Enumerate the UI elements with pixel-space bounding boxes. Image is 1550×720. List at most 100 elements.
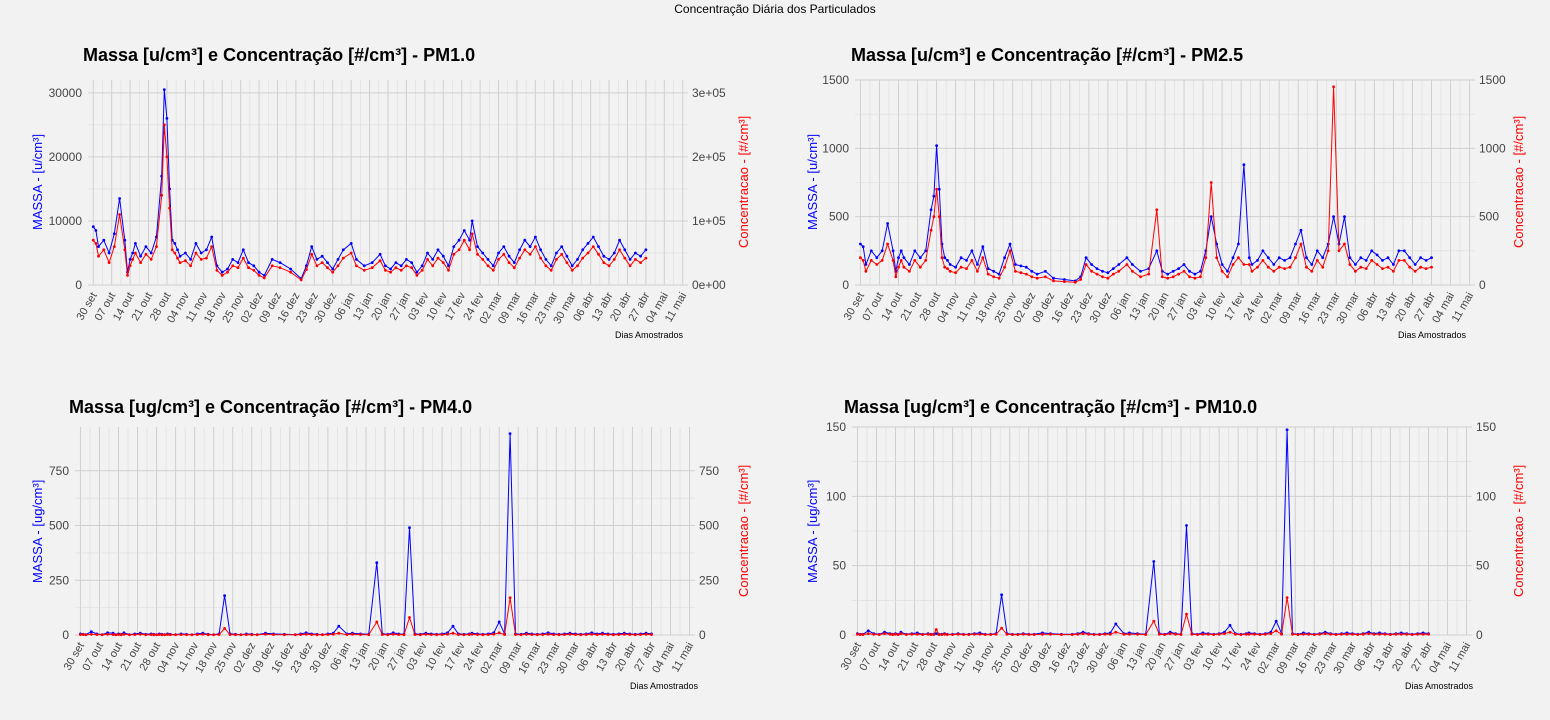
data-point-massa bbox=[408, 526, 411, 530]
data-point-concentracao bbox=[326, 633, 330, 636]
chart-panel-pm4: Massa [ug/cm³] e Concentração [#/cm³] - … bbox=[0, 375, 775, 720]
data-point-massa bbox=[1348, 256, 1352, 260]
data-point-concentracao bbox=[1188, 275, 1191, 279]
data-point-massa bbox=[1364, 259, 1368, 262]
y2-tick-label: 150 bbox=[1476, 420, 1496, 434]
data-point-massa bbox=[1019, 264, 1023, 268]
data-point-massa bbox=[102, 238, 106, 242]
data-point-concentracao bbox=[389, 270, 392, 274]
data-point-concentracao bbox=[144, 252, 148, 256]
data-point-massa bbox=[486, 258, 490, 261]
data-point-concentracao bbox=[918, 265, 922, 269]
data-point-massa bbox=[270, 258, 274, 261]
data-point-massa bbox=[289, 267, 292, 271]
data-point-concentracao bbox=[905, 633, 908, 636]
data-point-concentracao bbox=[576, 264, 579, 268]
data-point-massa bbox=[937, 187, 941, 191]
data-point-massa bbox=[1171, 269, 1175, 273]
y-tick-label: 250 bbox=[49, 573, 69, 587]
data-point-massa bbox=[1101, 269, 1104, 273]
data-point-concentracao bbox=[426, 258, 429, 261]
data-point-concentracao bbox=[591, 245, 595, 249]
data-point-concentracao bbox=[1421, 632, 1425, 636]
data-point-concentracao bbox=[118, 213, 121, 216]
data-point-concentracao bbox=[1021, 632, 1025, 636]
data-point-massa bbox=[194, 242, 198, 245]
data-point-concentracao bbox=[435, 633, 439, 637]
data-point-concentracao bbox=[111, 633, 115, 636]
data-point-concentracao bbox=[535, 633, 539, 637]
data-point-concentracao bbox=[1098, 633, 1101, 636]
data-point-massa bbox=[1408, 256, 1412, 260]
data-point-massa bbox=[226, 267, 229, 271]
data-point-concentracao bbox=[1329, 632, 1332, 636]
data-point-massa bbox=[948, 263, 952, 266]
data-point-concentracao bbox=[199, 258, 203, 261]
data-point-concentracao bbox=[581, 256, 585, 260]
data-point-massa bbox=[1242, 163, 1246, 167]
data-point-concentracao bbox=[163, 633, 167, 637]
data-point-concentracao bbox=[1079, 278, 1083, 281]
chart-panel-pm25: Massa [u/cm³] e Concentração [#/cm³] - P… bbox=[775, 30, 1550, 375]
data-point-concentracao bbox=[1084, 263, 1088, 266]
data-point-concentracao bbox=[201, 632, 205, 636]
data-point-massa bbox=[370, 261, 374, 264]
data-point-concentracao bbox=[215, 268, 219, 272]
data-point-massa bbox=[1231, 256, 1235, 260]
data-point-concentracao bbox=[114, 633, 118, 637]
data-point-massa bbox=[1283, 259, 1286, 262]
data-point-massa bbox=[1266, 256, 1270, 260]
data-point-concentracao bbox=[184, 259, 187, 263]
data-point-massa bbox=[1095, 267, 1099, 270]
y2-tick-label: 0 bbox=[699, 628, 706, 642]
data-point-concentracao bbox=[160, 633, 164, 637]
data-point-massa bbox=[1193, 272, 1197, 276]
data-point-massa bbox=[1277, 256, 1281, 260]
data-point-concentracao bbox=[908, 269, 911, 273]
data-point-concentracao bbox=[934, 628, 938, 631]
data-point-concentracao bbox=[560, 252, 564, 256]
data-point-concentracao bbox=[1402, 259, 1406, 262]
data-point-massa bbox=[1131, 263, 1134, 266]
data-point-concentracao bbox=[1160, 275, 1164, 279]
data-point-massa bbox=[880, 249, 884, 253]
data-point-concentracao bbox=[973, 632, 976, 636]
data-point-massa bbox=[247, 261, 250, 264]
data-point-massa bbox=[447, 264, 450, 268]
data-point-massa bbox=[1220, 263, 1224, 266]
data-point-concentracao bbox=[413, 633, 417, 636]
data-point-concentracao bbox=[362, 268, 366, 272]
data-point-concentracao bbox=[100, 633, 104, 637]
y-tick-label: 750 bbox=[49, 464, 69, 478]
data-point-concentracao bbox=[380, 633, 384, 636]
data-point-massa bbox=[1261, 249, 1265, 253]
data-point-concentracao bbox=[1081, 632, 1085, 635]
data-point-concentracao bbox=[185, 633, 188, 637]
data-point-massa bbox=[178, 254, 182, 258]
data-point-massa bbox=[899, 249, 903, 253]
data-point-concentracao bbox=[894, 632, 897, 636]
data-point-concentracao bbox=[910, 632, 914, 636]
data-point-concentracao bbox=[1114, 630, 1118, 634]
data-point-concentracao bbox=[123, 248, 127, 252]
data-point-massa bbox=[565, 254, 569, 258]
data-point-concentracao bbox=[1283, 267, 1286, 270]
data-point-concentracao bbox=[236, 266, 240, 270]
data-point-concentracao bbox=[1226, 275, 1229, 279]
data-point-concentracao bbox=[1139, 275, 1142, 279]
data-point-concentracao bbox=[877, 633, 881, 636]
data-point-concentracao bbox=[491, 268, 495, 272]
data-point-concentracao bbox=[168, 206, 172, 210]
data-point-massa bbox=[612, 251, 616, 255]
data-point-concentracao bbox=[1196, 633, 1199, 636]
data-point-massa bbox=[205, 248, 208, 252]
data-point-concentracao bbox=[196, 633, 199, 636]
data-point-concentracao bbox=[1397, 259, 1401, 262]
x-axis-label: Dias Amostrados bbox=[1398, 330, 1467, 340]
data-point-concentracao bbox=[384, 268, 387, 272]
data-point-concentracao bbox=[1242, 263, 1246, 266]
data-point-massa bbox=[1030, 269, 1034, 273]
data-point-concentracao bbox=[1337, 249, 1341, 253]
data-point-concentracao bbox=[959, 265, 963, 269]
data-point-concentracao bbox=[552, 633, 555, 636]
